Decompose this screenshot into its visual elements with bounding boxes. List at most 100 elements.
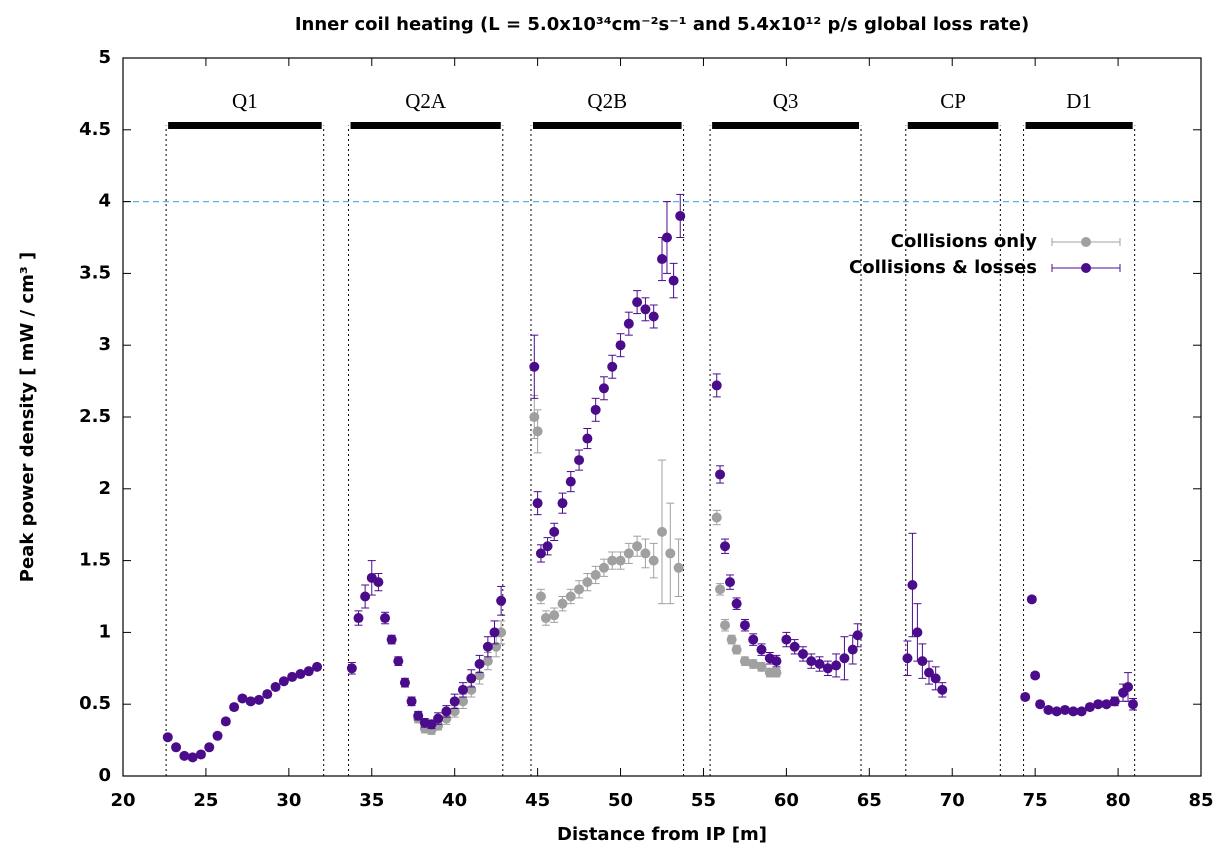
data-point (386, 634, 397, 645)
data-point (831, 660, 842, 671)
segment-label: CP (940, 89, 966, 113)
x-tick-label: 70 (940, 790, 965, 811)
data-point (822, 663, 833, 674)
x-axis-label: Distance from IP [m] (557, 824, 767, 845)
data-point (756, 661, 767, 672)
data-point (731, 598, 742, 609)
data-point (720, 541, 731, 552)
data-point (1084, 702, 1095, 713)
y-tick-label: 3.5 (79, 262, 111, 283)
data-point (1035, 699, 1046, 710)
data-point (1026, 594, 1037, 605)
data-point (482, 641, 493, 652)
x-tick-label: 50 (608, 790, 633, 811)
x-tick-label: 65 (857, 790, 882, 811)
data-point (346, 663, 357, 674)
data-point (529, 412, 540, 422)
data-point (303, 666, 314, 677)
data-point (496, 595, 507, 606)
data-point (661, 232, 672, 243)
data-point (657, 254, 667, 265)
data-point (739, 656, 750, 667)
y-tick-label: 4.5 (79, 119, 111, 140)
data-point (615, 555, 626, 566)
data-point (748, 634, 759, 645)
data-point (287, 671, 298, 682)
data-point (720, 620, 731, 631)
y-tick-label: 1 (98, 621, 111, 642)
data-point (441, 713, 452, 724)
y-tick-label: 5 (98, 47, 111, 68)
y-tick-label: 1.5 (79, 550, 111, 571)
data-point (668, 275, 679, 286)
data-point (245, 696, 256, 707)
data-point (1020, 692, 1031, 703)
data-point (574, 455, 585, 466)
data-point (726, 634, 737, 645)
y-tick-label: 4 (98, 191, 111, 212)
segment-label: Q2A (405, 89, 447, 113)
segment-label: Q2B (587, 89, 627, 113)
data-point (574, 584, 585, 595)
data-point (413, 710, 424, 721)
x-tick-label: 20 (110, 790, 135, 811)
data-point (937, 684, 948, 695)
data-point (748, 658, 759, 669)
data-point (179, 750, 190, 761)
x-tick-label: 35 (359, 790, 384, 811)
data-point (924, 667, 935, 678)
data-point (433, 713, 444, 724)
data-point (711, 380, 722, 391)
data-point (1060, 704, 1071, 715)
data-point (312, 661, 323, 672)
data-point (373, 577, 384, 588)
data-point (917, 656, 928, 667)
data-point (406, 696, 417, 707)
data-point (724, 577, 735, 588)
data-point (640, 304, 651, 315)
segment-label: Q3 (773, 89, 799, 113)
data-point (529, 361, 540, 372)
x-tick-label: 80 (1106, 790, 1131, 811)
data-point (399, 677, 410, 688)
data-point (657, 526, 667, 537)
data-point (598, 562, 609, 573)
data-point (582, 577, 593, 588)
data-point (565, 476, 576, 487)
data-point (907, 580, 918, 591)
data-point (632, 297, 643, 308)
data-point (540, 613, 551, 624)
plot-frame (122, 57, 1202, 777)
data-point (930, 673, 941, 684)
data-point (1043, 704, 1054, 715)
chart-title: Inner coil heating (L = 5.0x10³⁴cm⁻²s⁻¹ … (295, 14, 1029, 35)
data-point (590, 569, 601, 580)
data-point (549, 610, 560, 621)
x-tick-label: 45 (525, 790, 550, 811)
data-point (204, 742, 215, 753)
data-point (295, 669, 306, 680)
data-point (623, 318, 634, 329)
data-point (715, 469, 726, 480)
y-tick-label: 2 (98, 478, 111, 499)
x-tick-label: 85 (1188, 790, 1213, 811)
data-point (902, 653, 913, 664)
data-point (839, 653, 850, 664)
data-point (814, 658, 825, 669)
data-point (789, 641, 800, 652)
data-point (582, 433, 593, 444)
data-point (229, 702, 240, 713)
data-point (1068, 706, 1079, 717)
data-point (441, 706, 452, 717)
data-point (449, 696, 460, 707)
data-point (532, 426, 543, 437)
segment-label: D1 (1066, 89, 1092, 113)
data-point (640, 548, 651, 559)
y-tick-label: 2.5 (79, 406, 111, 427)
data-point (457, 684, 468, 695)
data-point (623, 548, 634, 559)
data-point (1076, 706, 1087, 717)
data-point (542, 541, 553, 552)
data-point (771, 667, 782, 678)
